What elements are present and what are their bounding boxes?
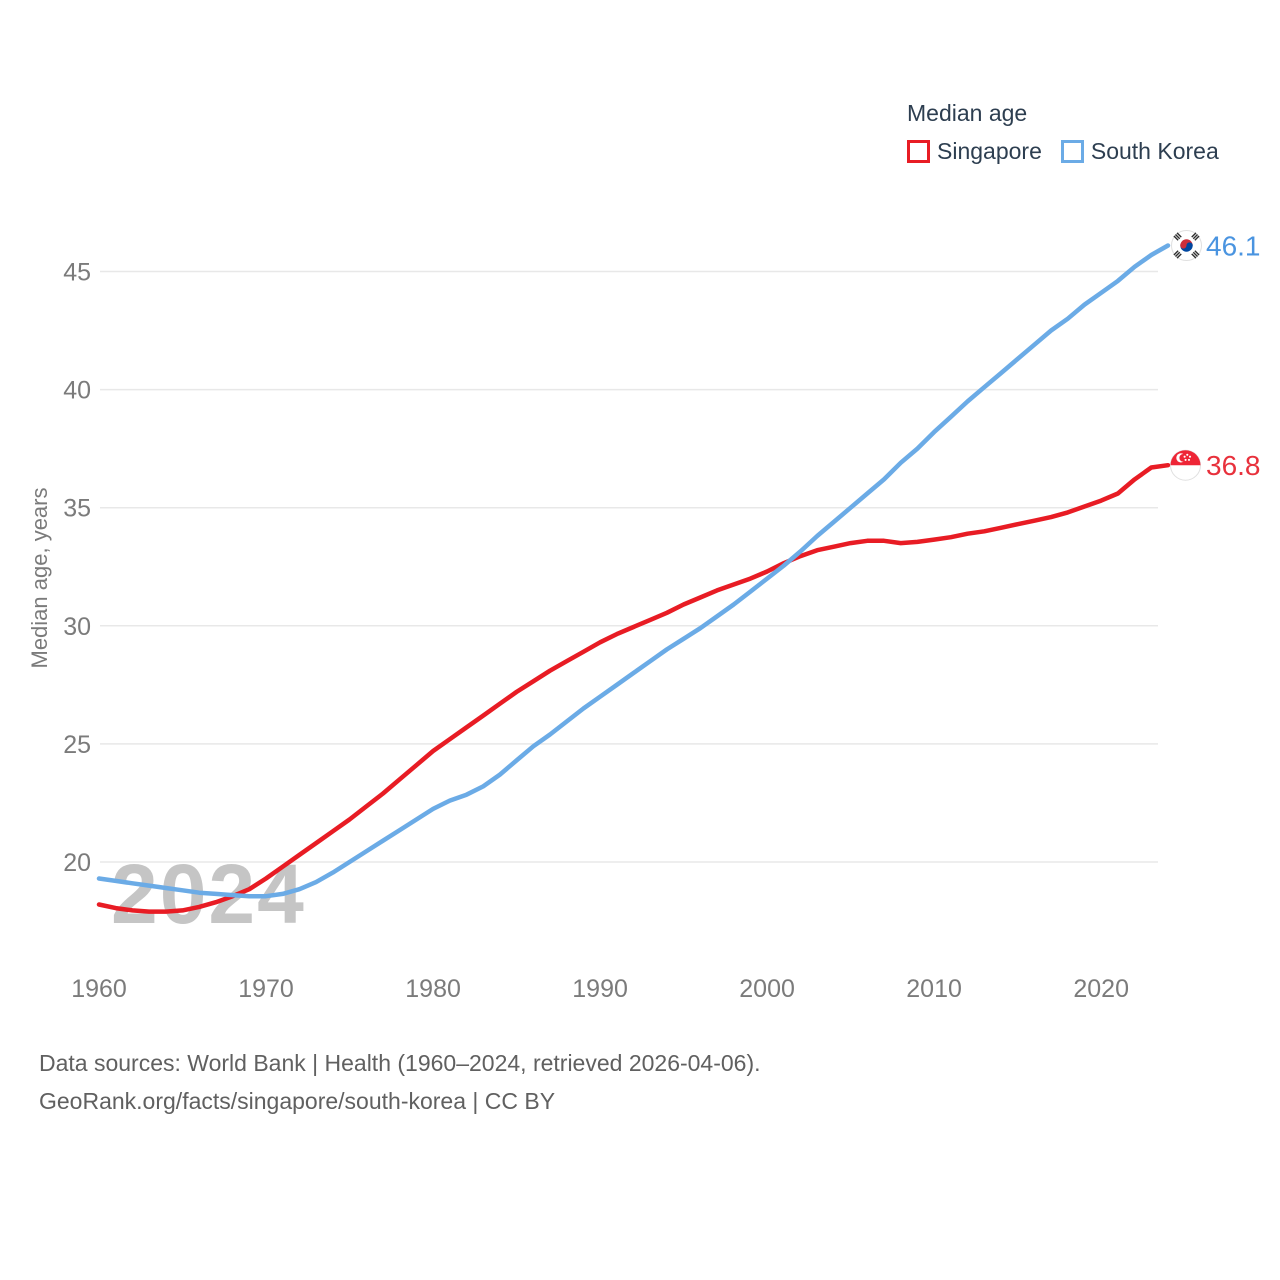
x-tick-label: 1960: [71, 975, 127, 1003]
grid-layer: [100, 270, 1158, 863]
singapore-swatch-icon: [907, 140, 930, 163]
legend-label-south-korea: South Korea: [1090, 138, 1219, 164]
end-value-label-south-korea: 46.1: [1206, 231, 1261, 262]
y-tick-label: 20: [63, 849, 91, 877]
x-tick-label: 2000: [739, 975, 795, 1003]
singapore-flag-icon: [1169, 449, 1201, 481]
y-tick-label: 35: [63, 495, 91, 523]
series-line-south-korea[interactable]: [96, 243, 1171, 899]
attribution-line: GeoRank.org/facts/singapore/south-korea …: [39, 1088, 556, 1114]
x-tick-label: 1990: [572, 975, 628, 1003]
y-axis-title: Median age, years: [27, 488, 52, 669]
legend-items: Singapore South Korea: [907, 138, 1219, 165]
y-tick-label: 40: [63, 377, 91, 405]
y-tick-label: 45: [63, 259, 91, 287]
legend-label-singapore: Singapore: [937, 138, 1042, 164]
south-korea-swatch-icon: [1060, 140, 1084, 163]
legend-title: Median age: [907, 100, 1028, 126]
end-value-label-singapore: 36.8: [1206, 450, 1261, 481]
axis-label-layer: 20 25 30 35 40 45 1960 1970 1980 1990 2000 2010 2020…: [27, 259, 1129, 1004]
series-line-singapore[interactable]: [96, 462, 1171, 914]
x-tick-label: 2010: [906, 975, 962, 1003]
legend: Median age Singapore South Korea: [907, 100, 1219, 165]
x-tick-label: 2020: [1073, 975, 1129, 1003]
x-tick-label: 1980: [405, 975, 461, 1003]
x-tick-label: 1970: [238, 975, 294, 1003]
source-footer: Data sources: World Bank | Health (1960–…: [39, 1044, 761, 1120]
series-layer: [96, 243, 1171, 914]
y-tick-label: 30: [63, 613, 91, 641]
south-korea-flag-icon: [1170, 230, 1202, 261]
y-tick-label: 25: [63, 731, 91, 759]
legend-item-south-korea[interactable]: South Korea: [1060, 138, 1219, 165]
source-line: Data sources: World Bank | Health (1960–…: [39, 1050, 761, 1076]
legend-item-singapore[interactable]: Singapore: [907, 138, 1042, 165]
series-end-labels: 36.8 46.1: [1206, 231, 1261, 482]
